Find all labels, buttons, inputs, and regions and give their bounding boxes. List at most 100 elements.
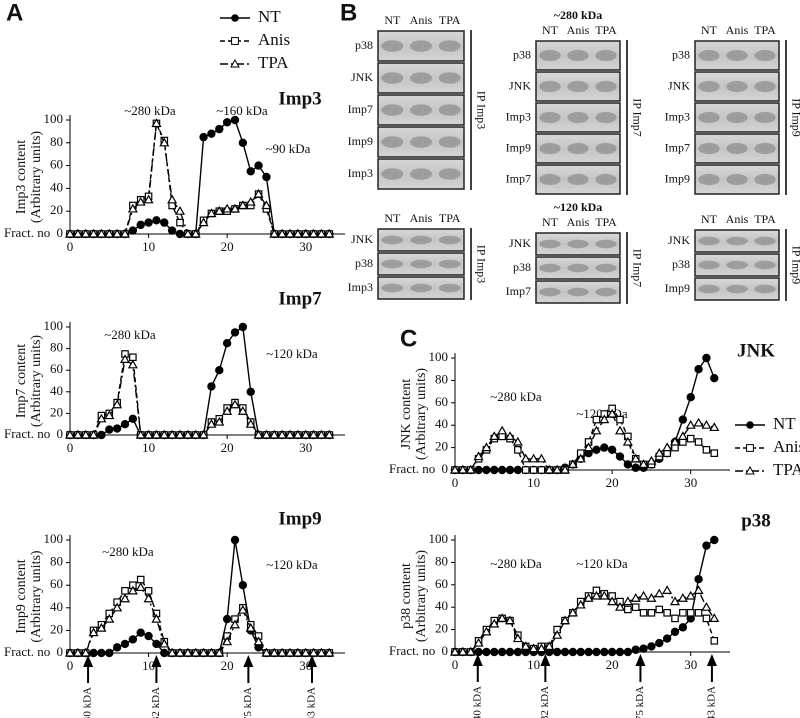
- point: [710, 636, 719, 645]
- point: [622, 436, 633, 446]
- point: [497, 465, 507, 475]
- legend-marker: [745, 465, 755, 475]
- point: [631, 603, 640, 612]
- point: [151, 118, 162, 128]
- point: [600, 647, 609, 657]
- point: [174, 205, 186, 215]
- point: [160, 218, 169, 227]
- chart-title: JNK: [737, 340, 775, 361]
- point: [292, 429, 303, 439]
- point: [284, 647, 296, 657]
- point: [72, 429, 83, 439]
- point: [638, 590, 649, 600]
- point: [128, 226, 138, 235]
- point: [112, 228, 123, 238]
- annotation: ~120 kDa: [266, 346, 318, 361]
- point: [490, 465, 499, 475]
- point: [199, 132, 208, 142]
- point: [80, 228, 91, 238]
- point: [246, 387, 255, 396]
- size-marker-head: [706, 654, 717, 666]
- blot-band: [381, 283, 404, 293]
- x-axis-label: Fract. no: [4, 644, 50, 659]
- lane-label: TPA: [439, 211, 461, 225]
- point: [245, 622, 256, 632]
- point: [127, 203, 138, 213]
- blot-strip: [535, 102, 621, 133]
- lane-label: NT: [384, 13, 401, 27]
- y-axis-note: (Arbitrary units): [29, 335, 44, 427]
- point: [222, 636, 233, 646]
- blot-band: [754, 111, 776, 124]
- row-label: Imp9: [348, 134, 373, 148]
- point: [481, 626, 492, 636]
- point: [167, 429, 178, 439]
- blot-band: [381, 72, 404, 84]
- x-tick-label: 10: [142, 239, 155, 254]
- point: [529, 466, 538, 474]
- point: [616, 415, 624, 424]
- point: [482, 465, 491, 475]
- blot-strip: [377, 62, 465, 94]
- x-tick-label: 20: [606, 657, 619, 672]
- point: [112, 643, 122, 652]
- series-line: [70, 353, 330, 436]
- point: [583, 442, 594, 452]
- point: [308, 429, 319, 439]
- point: [513, 647, 523, 657]
- point: [513, 465, 523, 475]
- point: [647, 642, 656, 651]
- x-tick-label: 0: [67, 658, 74, 673]
- point: [238, 138, 248, 147]
- point: [167, 194, 178, 204]
- size-marker-label: 75 kDA: [634, 686, 646, 718]
- point: [568, 647, 578, 657]
- point: [694, 608, 703, 617]
- blot-band: [539, 80, 561, 93]
- legend-marker: [746, 444, 754, 452]
- point: [144, 587, 153, 595]
- blot-band: [410, 235, 432, 245]
- point: [246, 167, 255, 176]
- row-label: Imp7: [506, 171, 531, 185]
- row-label: JNK: [509, 236, 531, 250]
- point: [685, 590, 696, 600]
- point: [143, 429, 154, 439]
- point: [520, 641, 531, 650]
- x-tick-label: 0: [67, 440, 74, 455]
- blot-strip: [535, 71, 621, 102]
- y-tick-label: 0: [442, 643, 449, 658]
- point: [474, 647, 483, 657]
- point: [229, 203, 241, 213]
- y-tick-label: 20: [50, 621, 63, 636]
- row-label: Imp3: [506, 109, 531, 123]
- point: [552, 647, 562, 657]
- row-label: Imp9: [665, 281, 690, 295]
- point: [607, 647, 617, 657]
- blot-band: [698, 111, 720, 124]
- blot-band: [381, 136, 404, 148]
- point: [238, 581, 248, 590]
- point: [694, 365, 703, 374]
- blot-band: [754, 80, 776, 93]
- y-tick-label: 60: [435, 394, 448, 409]
- point: [152, 216, 161, 225]
- x-axis-label: Fract. no: [389, 643, 435, 658]
- row-label: Imp7: [665, 140, 690, 154]
- blot-band: [754, 142, 776, 155]
- point: [72, 228, 83, 238]
- x-tick-label: 30: [684, 475, 697, 490]
- row-label: p38: [672, 47, 690, 61]
- lane-label: NT: [701, 23, 718, 37]
- size-marker-label: 440 kDA: [82, 687, 94, 718]
- point: [64, 647, 76, 657]
- blot-band: [381, 104, 404, 116]
- point: [182, 647, 193, 657]
- point: [669, 436, 681, 446]
- point: [230, 328, 240, 337]
- point: [505, 647, 515, 657]
- y-axis-note: (Arbitrary units): [414, 368, 429, 460]
- point: [481, 442, 492, 452]
- point: [214, 647, 225, 657]
- x-tick-label: 10: [527, 475, 540, 490]
